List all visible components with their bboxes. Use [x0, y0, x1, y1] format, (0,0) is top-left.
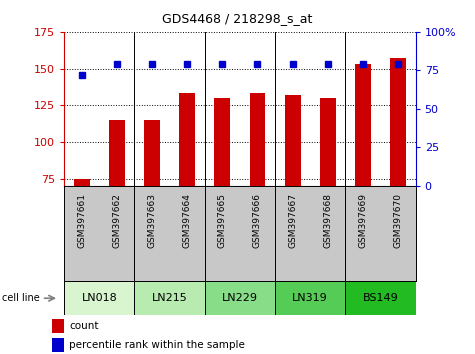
- Text: LN018: LN018: [81, 293, 117, 303]
- Bar: [64, 281, 134, 315]
- Text: GSM397664: GSM397664: [183, 194, 191, 249]
- Text: GSM397663: GSM397663: [148, 194, 156, 249]
- Bar: [275, 281, 345, 315]
- Bar: [345, 281, 416, 315]
- Bar: [134, 281, 205, 315]
- Bar: [320, 98, 336, 186]
- Bar: [285, 95, 301, 186]
- Text: GSM397661: GSM397661: [77, 194, 86, 249]
- Text: GSM397662: GSM397662: [113, 194, 121, 249]
- Bar: [74, 178, 90, 186]
- Bar: [390, 58, 406, 186]
- Text: GSM397668: GSM397668: [323, 194, 332, 249]
- Bar: [214, 98, 230, 186]
- Bar: [109, 120, 125, 186]
- Bar: [52, 338, 64, 352]
- Text: GSM397666: GSM397666: [253, 194, 262, 249]
- Bar: [355, 64, 371, 186]
- Text: cell line: cell line: [2, 293, 40, 303]
- Text: GSM397667: GSM397667: [288, 194, 297, 249]
- Text: count: count: [69, 321, 98, 331]
- Text: LN215: LN215: [152, 293, 188, 303]
- Bar: [179, 93, 195, 186]
- Bar: [249, 93, 266, 186]
- Text: percentile rank within the sample: percentile rank within the sample: [69, 341, 245, 350]
- Text: GSM397665: GSM397665: [218, 194, 227, 249]
- Text: LN319: LN319: [292, 293, 328, 303]
- Bar: [205, 281, 275, 315]
- Bar: [52, 319, 64, 333]
- Text: LN229: LN229: [222, 293, 258, 303]
- Text: BS149: BS149: [362, 293, 399, 303]
- Text: GSM397669: GSM397669: [359, 194, 367, 249]
- Bar: [144, 120, 160, 186]
- Text: GSM397670: GSM397670: [394, 194, 402, 249]
- Text: GDS4468 / 218298_s_at: GDS4468 / 218298_s_at: [162, 12, 313, 25]
